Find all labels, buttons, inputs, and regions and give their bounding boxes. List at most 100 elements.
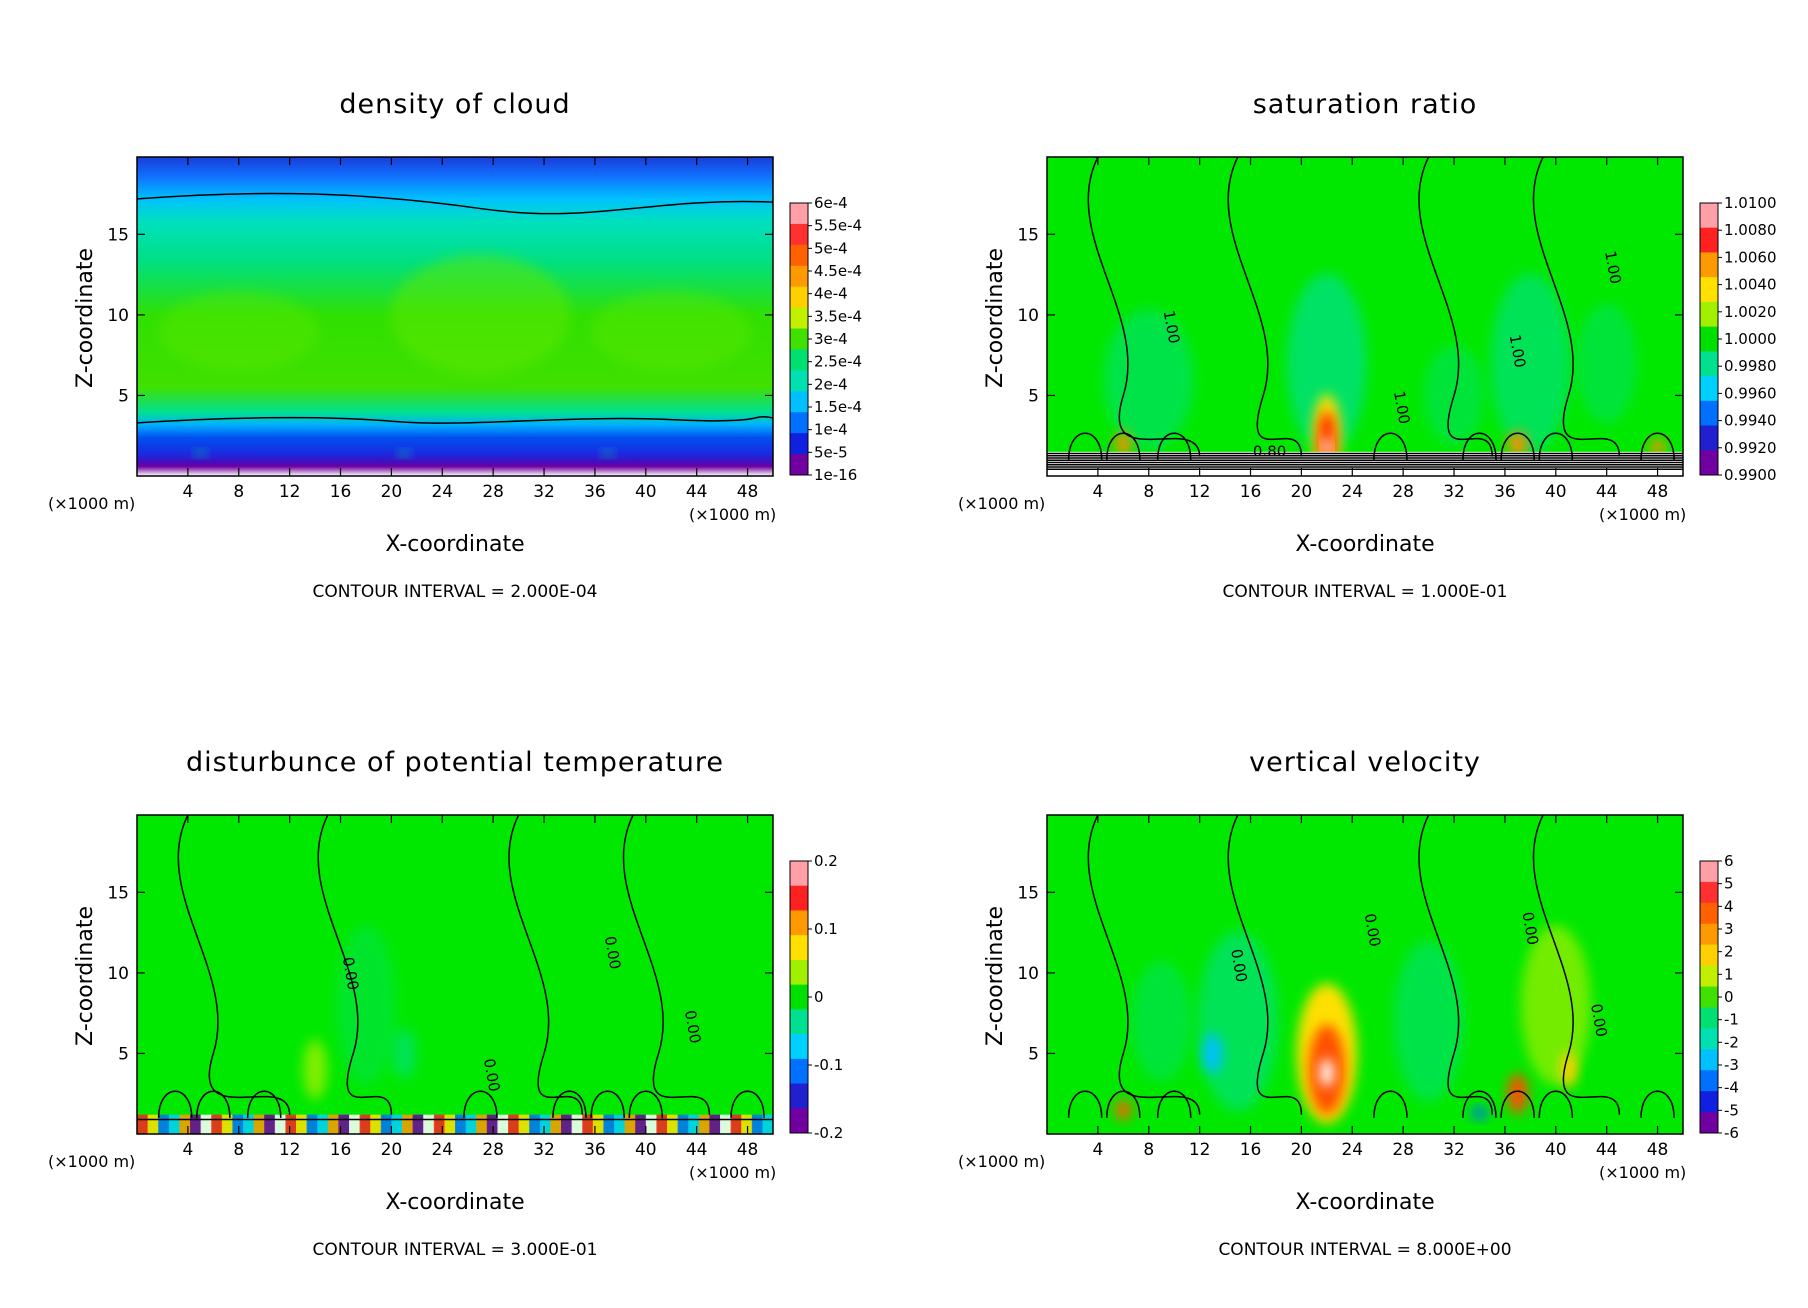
x-tick-label: 12 (279, 482, 301, 502)
x-tick-label: 24 (431, 1140, 453, 1160)
contour-label: 0.00 (601, 935, 625, 971)
y-tick-label: 15 (1017, 883, 1039, 903)
field-noise-cell (317, 1114, 329, 1134)
colorbar-swatch (1700, 277, 1718, 303)
color-field (1047, 157, 1683, 476)
colorbar-swatch (790, 349, 808, 371)
field-blob (158, 291, 319, 371)
field-noise-cell (688, 1114, 700, 1134)
y-tick-label: 10 (1017, 964, 1039, 984)
colorbar-swatch (790, 959, 808, 986)
field-blob (335, 925, 396, 1086)
x-tick-label: 24 (1341, 482, 1363, 502)
field-noise-cell (200, 1114, 213, 1134)
x-tick-label: 32 (1443, 482, 1465, 502)
contour-bump (1156, 432, 1192, 460)
y-tick-label: 10 (1017, 306, 1039, 326)
x-tick-label: 36 (1494, 482, 1516, 502)
field-noise-cell (486, 1114, 499, 1134)
field-noise-cell (741, 1114, 753, 1134)
x-unit-right: (×1000 m) (1599, 1163, 1686, 1182)
colorbar-label: 0.9940 (1724, 412, 1777, 430)
field-noise-cell (423, 1114, 435, 1134)
field-noise-cell (709, 1114, 721, 1134)
contour-bump (1640, 1090, 1675, 1118)
colorbar-swatch (790, 454, 808, 476)
field-noise-cell (624, 1114, 637, 1134)
field-noise-cell (529, 1114, 541, 1134)
colorbar-label: -0.1 (814, 1056, 843, 1074)
field-blob (1560, 1051, 1577, 1088)
colorbar-label: -1 (1724, 1011, 1739, 1029)
colorbar-swatch (790, 370, 808, 392)
field-noise-cell (677, 1114, 690, 1134)
contour-bump (1462, 1090, 1497, 1118)
colorbar-swatch (790, 1034, 808, 1060)
contour-line (1227, 815, 1303, 1115)
colorbar-label: 1.0080 (1724, 221, 1777, 239)
x-tick-label: 28 (1392, 1140, 1414, 1160)
x-tick-label: 48 (1647, 1140, 1669, 1160)
field-noise-cell (274, 1114, 287, 1134)
y-axis-label: Z-coordinate (983, 906, 1008, 1046)
y-axis-label: Z-coordinate (983, 248, 1008, 388)
contour-line (1418, 815, 1493, 1115)
colorbar-swatch (790, 286, 808, 309)
colorbar-swatch (790, 935, 808, 961)
field-blob (399, 450, 410, 457)
field-blob (1115, 1099, 1132, 1120)
x-tick-label: 40 (1545, 1140, 1567, 1160)
field-blob (1576, 303, 1637, 424)
x-tick-label: 20 (381, 482, 403, 502)
field-noise-cell (656, 1114, 668, 1134)
y-tick-label: 5 (1028, 386, 1039, 406)
field-blob (1507, 1073, 1528, 1114)
x-unit-left: (×1000 m) (48, 1152, 135, 1171)
field-noise-cell (402, 1114, 414, 1134)
colorbar-swatch (1700, 881, 1718, 904)
field-noise-cell (221, 1114, 234, 1134)
panel-potential-temperature: disturbunce of potential temperature 0.0… (48, 747, 843, 1260)
x-tick-label: 44 (1596, 1140, 1618, 1160)
contour-line (1418, 157, 1493, 457)
field-noise-cell (550, 1114, 562, 1134)
colorbar-label: -0.2 (814, 1124, 843, 1142)
field-noise-cell (476, 1114, 488, 1134)
field-noise-cell (168, 1114, 181, 1134)
x-tick-label: 20 (1291, 482, 1313, 502)
contour-bump (730, 1090, 765, 1118)
x-unit-left: (×1000 m) (958, 494, 1045, 513)
contour-bump (1640, 432, 1675, 460)
field-noise-cell (179, 1114, 191, 1134)
x-tick-label: 24 (1341, 1140, 1363, 1160)
panel-title: vertical velocity (1249, 747, 1481, 778)
colorbar-label: 1.0020 (1724, 303, 1777, 321)
x-tick-label: 36 (584, 1140, 606, 1160)
colorbar-label: -5 (1724, 1101, 1739, 1119)
contour-label: 0.00 (339, 956, 363, 992)
field-noise-cell (603, 1114, 615, 1134)
field-noise-cell (285, 1114, 297, 1134)
field-noise-cell (232, 1114, 244, 1134)
colorbar-swatch (1700, 1028, 1718, 1050)
x-tick-label: 12 (1189, 1140, 1211, 1160)
colorbar-label: -2 (1724, 1033, 1739, 1051)
x-tick-label: 12 (279, 1140, 301, 1160)
x-tick-label: 8 (233, 1140, 244, 1160)
x-tick-label: 28 (482, 482, 504, 502)
colorbar-swatch (790, 412, 808, 434)
colorbar-label: 0 (814, 988, 824, 1006)
contour-line (137, 192, 773, 215)
y-axis-label: Z-coordinate (73, 906, 98, 1046)
x-axis-label: X-coordinate (385, 1190, 524, 1215)
field-noise-cell (359, 1114, 372, 1134)
x-tick-label: 4 (182, 1140, 193, 1160)
field-noise-cell (571, 1114, 584, 1134)
x-axis-label: X-coordinate (1295, 532, 1434, 557)
field-noise-cell (370, 1114, 382, 1134)
colorbar-swatch (790, 265, 808, 288)
colorbar-swatch (1700, 326, 1718, 352)
field-noise-cell (253, 1114, 266, 1134)
colorbar-swatch (790, 328, 808, 350)
